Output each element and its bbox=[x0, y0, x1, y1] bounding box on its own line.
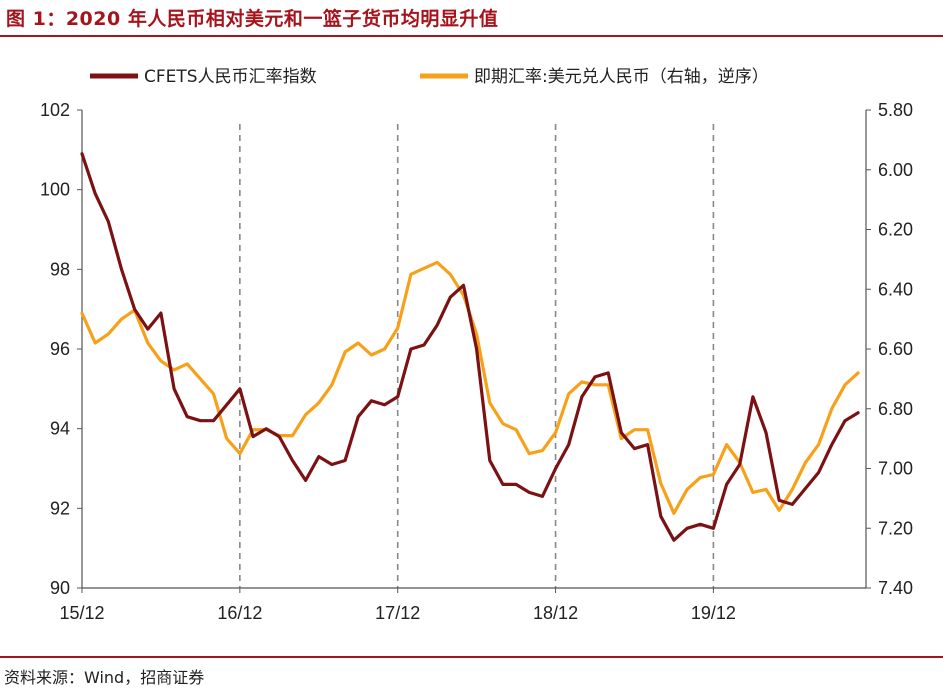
tick-labels: 90 92 94 96 98 100 102 5.80 6.00 6.20 6.40 6.60 6.80… bbox=[40, 100, 913, 623]
figure-title: 图 1：2020 年人民币相对美元和一篮子货币均明显升值 bbox=[6, 8, 499, 30]
legend: CFETS人民币汇率指数 即期汇率:美元兑人民币（右轴，逆序） bbox=[90, 67, 769, 87]
right-tick-label: 6.60 bbox=[878, 339, 913, 359]
right-tick-label: 7.00 bbox=[878, 459, 913, 479]
cfets-index-line bbox=[80, 152, 860, 542]
legend-item-cfets-label: CFETS人民币汇率指数 bbox=[144, 67, 317, 87]
left-tick-label: 102 bbox=[40, 100, 70, 120]
footer-rule bbox=[0, 656, 943, 658]
exchange-rate-chart: CFETS人民币汇率指数 即期汇率:美元兑人民币（右轴，逆序） 909294969… bbox=[40, 67, 913, 623]
source-note: 资料来源：Wind，招商证券 bbox=[4, 668, 205, 687]
left-tick-label: 100 bbox=[40, 180, 70, 200]
axes bbox=[77, 109, 871, 593]
vertical-dashed-lines bbox=[239, 124, 715, 588]
x-tick-label: 18/12 bbox=[533, 603, 578, 623]
right-tick-label: 5.80 bbox=[878, 100, 913, 120]
left-tick-label: 98 bbox=[50, 259, 70, 279]
legend-item-usdcny-label: 即期汇率:美元兑人民币（右轴，逆序） bbox=[474, 67, 769, 87]
right-tick-label: 7.20 bbox=[878, 518, 913, 538]
right-tick-label: 6.00 bbox=[878, 160, 913, 180]
left-tick-label: 92 bbox=[50, 498, 70, 518]
right-tick-label: 6.40 bbox=[878, 279, 913, 299]
left-tick-label: 94 bbox=[50, 419, 70, 439]
usdcny-spot-line bbox=[80, 260, 860, 515]
x-tick-label: 15/12 bbox=[59, 603, 104, 623]
title-underline bbox=[0, 35, 943, 37]
right-tick-label: 6.20 bbox=[878, 220, 913, 240]
right-tick-label: 7.40 bbox=[878, 578, 913, 598]
series-lines bbox=[80, 152, 860, 542]
left-tick-label: 96 bbox=[50, 339, 70, 359]
x-tick-label: 17/12 bbox=[375, 603, 420, 623]
x-tick-label: 16/12 bbox=[217, 603, 262, 623]
x-tick-label: 19/12 bbox=[691, 603, 736, 623]
left-tick-label: 90 bbox=[50, 578, 70, 598]
right-tick-label: 6.80 bbox=[878, 399, 913, 419]
